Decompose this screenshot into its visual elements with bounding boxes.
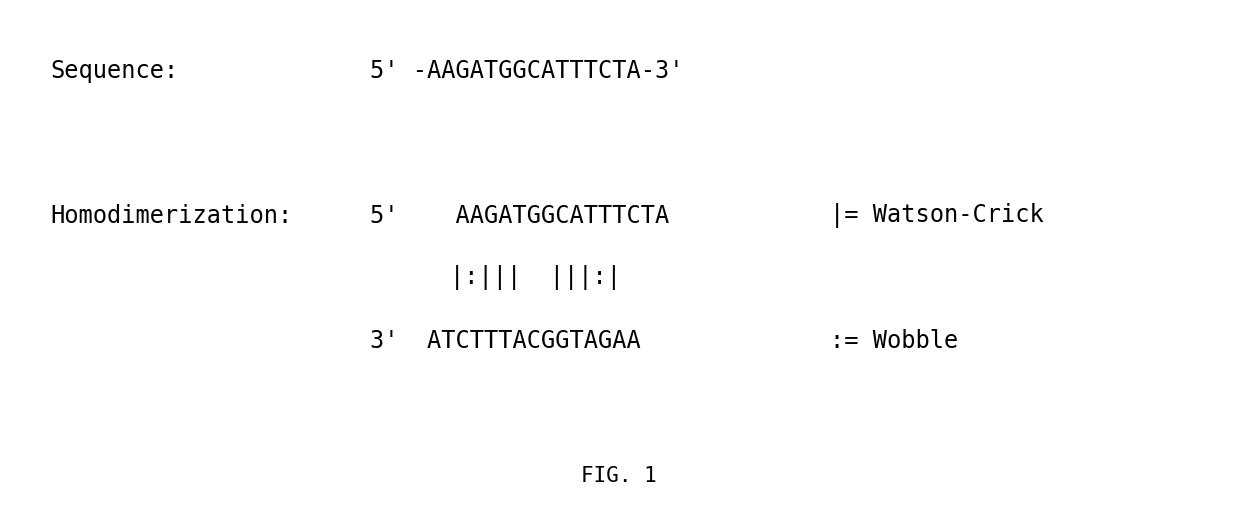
Text: := Wobble: := Wobble (830, 329, 958, 353)
Text: 5' -AAGATGGCATTTCTA-3': 5' -AAGATGGCATTTCTA-3' (370, 59, 684, 83)
Text: |= Watson-Crick: |= Watson-Crick (830, 204, 1043, 229)
Text: 3'  ATCTTTACGGTAGAA: 3' ATCTTTACGGTAGAA (370, 329, 641, 353)
Text: Homodimerization:: Homodimerization: (50, 204, 292, 228)
Text: 5'    AAGATGGCATTTCTA: 5' AAGATGGCATTTCTA (370, 204, 669, 228)
Text: |:|||  |||:|: |:||| |||:| (450, 266, 621, 291)
Text: Sequence:: Sequence: (50, 59, 178, 83)
Text: FIG. 1: FIG. 1 (581, 466, 657, 486)
